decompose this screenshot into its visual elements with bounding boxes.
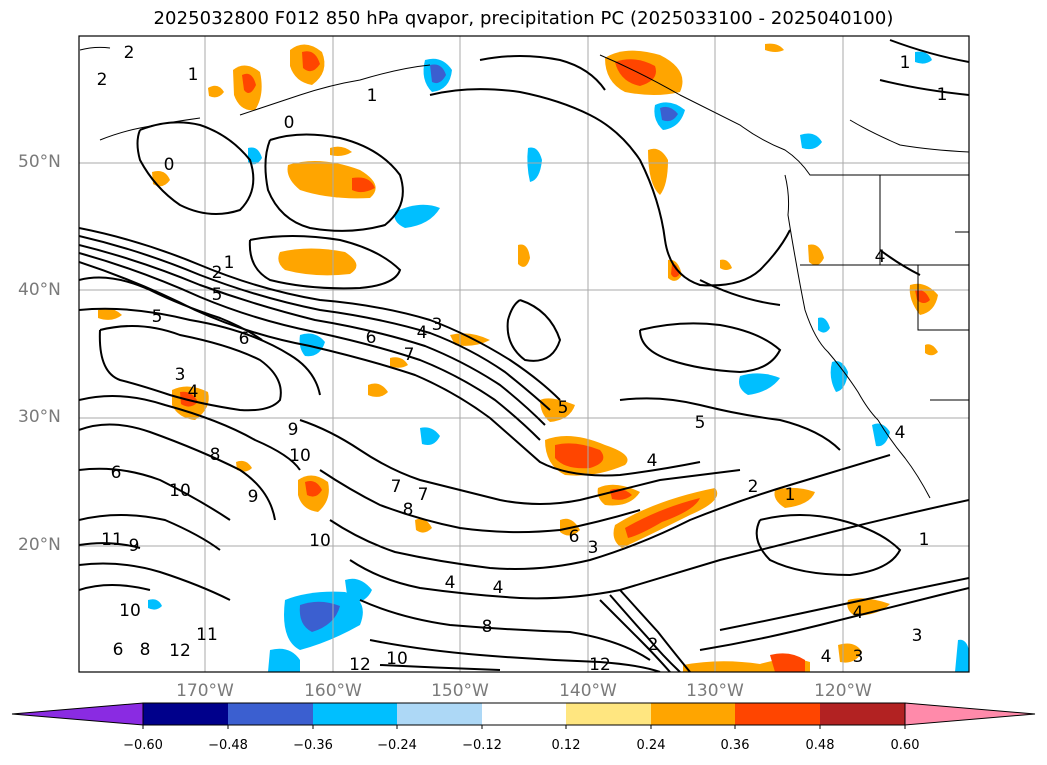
colorbar-bin xyxy=(397,703,482,725)
contour-label: 10 xyxy=(386,649,408,669)
contour-label: 9 xyxy=(129,536,140,556)
map-title: 2025032800 F012 850 hPa qvapor, precipit… xyxy=(153,8,894,29)
map-frame xyxy=(78,35,970,673)
colorbar-tick-label: −0.12 xyxy=(462,738,502,753)
lat-label-40n: 40°N xyxy=(18,280,61,300)
colorbar-tick-label: 0.12 xyxy=(551,738,581,753)
lon-label-130w: 130°W xyxy=(686,681,744,701)
contour-label: 3 xyxy=(912,626,923,646)
contour-label: 12 xyxy=(349,655,371,675)
contour-label: 6 xyxy=(111,463,122,483)
contour-label: 10 xyxy=(309,531,331,551)
contour-label: 0 xyxy=(164,155,175,175)
contour-label: 4 xyxy=(445,573,456,593)
graticule xyxy=(79,36,969,672)
colorbar-extend-high xyxy=(904,702,1036,726)
contour-label: 3 xyxy=(432,315,443,335)
contour-label: 10 xyxy=(119,601,141,621)
contour-label: 2 xyxy=(212,263,223,283)
contour-label: 2 xyxy=(648,635,659,655)
colorbar-tick-label: 0.60 xyxy=(890,738,920,753)
contour-label: 1 xyxy=(367,86,378,106)
contour-label: 12 xyxy=(169,641,191,661)
contour-label: 5 xyxy=(695,413,706,433)
colorbar xyxy=(11,702,1036,729)
contour-label: 6 xyxy=(239,329,250,349)
contour-label: 7 xyxy=(391,477,402,497)
contour-label: 1 xyxy=(937,85,948,105)
contour-label: 5 xyxy=(558,398,569,418)
colorbar-bin xyxy=(313,703,397,725)
colorbar-tick-label: −0.36 xyxy=(293,738,333,753)
lat-label-20n: 20°N xyxy=(18,535,61,555)
colorbar-tick-label: −0.60 xyxy=(123,738,163,753)
contour-label: 9 xyxy=(288,420,299,440)
colorbar-tick-label: 0.48 xyxy=(805,738,835,753)
contour-label: 4 xyxy=(647,451,658,471)
contour-label: 8 xyxy=(403,500,414,520)
lon-label-150w: 150°W xyxy=(431,681,489,701)
contour-label: 4 xyxy=(417,323,428,343)
contour-label: 11 xyxy=(101,530,123,550)
contour-label: 1 xyxy=(188,65,199,85)
contour-label: 2 xyxy=(748,477,759,497)
contour-label: 8 xyxy=(482,617,493,637)
contour-label: 11 xyxy=(196,625,218,645)
qvapor-contours xyxy=(79,39,969,672)
contour-label: 4 xyxy=(188,382,199,402)
coastlines xyxy=(79,46,969,499)
lon-label-140w: 140°W xyxy=(559,681,617,701)
contour-label: 1 xyxy=(785,485,796,505)
contour-label: 3 xyxy=(853,647,864,667)
contour-label: 6 xyxy=(366,328,377,348)
contour-label: 10 xyxy=(289,446,311,466)
colorbar-bin xyxy=(228,703,313,725)
colorbar-extend-low xyxy=(11,702,144,726)
lon-label-160w: 160°W xyxy=(304,681,362,701)
contour-label: 9 xyxy=(248,487,259,507)
contour-label: 4 xyxy=(875,247,886,267)
colorbar-tick-label: −0.24 xyxy=(377,738,417,753)
contour-label: 7 xyxy=(418,485,429,505)
contour-label: 2 xyxy=(97,70,108,90)
lon-label-170w: 170°W xyxy=(176,681,234,701)
contour-label: 4 xyxy=(853,603,864,623)
colorbar-bin xyxy=(735,703,820,725)
contour-label: 3 xyxy=(175,365,186,385)
contour-label: 1 xyxy=(224,253,235,273)
contour-label: 4 xyxy=(493,578,504,598)
contour-label: 2 xyxy=(124,43,135,63)
lon-label-120w: 120°W xyxy=(814,681,872,701)
colorbar-bin xyxy=(482,703,566,725)
colorbar-tick-label: 0.24 xyxy=(636,738,666,753)
contour-label: 0 xyxy=(284,113,295,133)
precip-anomaly-fills xyxy=(98,43,969,672)
contour-label: 5 xyxy=(212,285,223,305)
contour-label: 5 xyxy=(152,307,163,327)
colorbar-bin xyxy=(566,703,651,725)
contour-label: 1 xyxy=(900,53,911,73)
contour-label: 8 xyxy=(210,445,221,465)
lat-label-30n: 30°N xyxy=(18,407,61,427)
map-background xyxy=(79,36,969,672)
contour-label: 10 xyxy=(169,481,191,501)
colorbar-tick-label: −0.48 xyxy=(208,738,248,753)
contour-label: 4 xyxy=(895,423,906,443)
colorbar-bin xyxy=(651,703,735,725)
contour-label: 3 xyxy=(588,538,599,558)
contour-label: 6 xyxy=(113,640,124,660)
contour-label: 8 xyxy=(140,640,151,660)
colorbar-bin xyxy=(820,703,905,725)
lat-label-50n: 50°N xyxy=(18,152,61,172)
colorbar-tick-label: 0.36 xyxy=(720,738,750,753)
contour-labels: 2 2 1 1 0 0 1 1 2 1 5 6 5 4 3 4 6 7 4 3 … xyxy=(97,43,948,675)
contour-label: 7 xyxy=(404,345,415,365)
contour-label: 12 xyxy=(589,655,611,675)
contour-label: 4 xyxy=(821,647,832,667)
contour-label: 1 xyxy=(919,530,930,550)
colorbar-bin xyxy=(143,703,228,725)
contour-label: 6 xyxy=(569,527,580,547)
